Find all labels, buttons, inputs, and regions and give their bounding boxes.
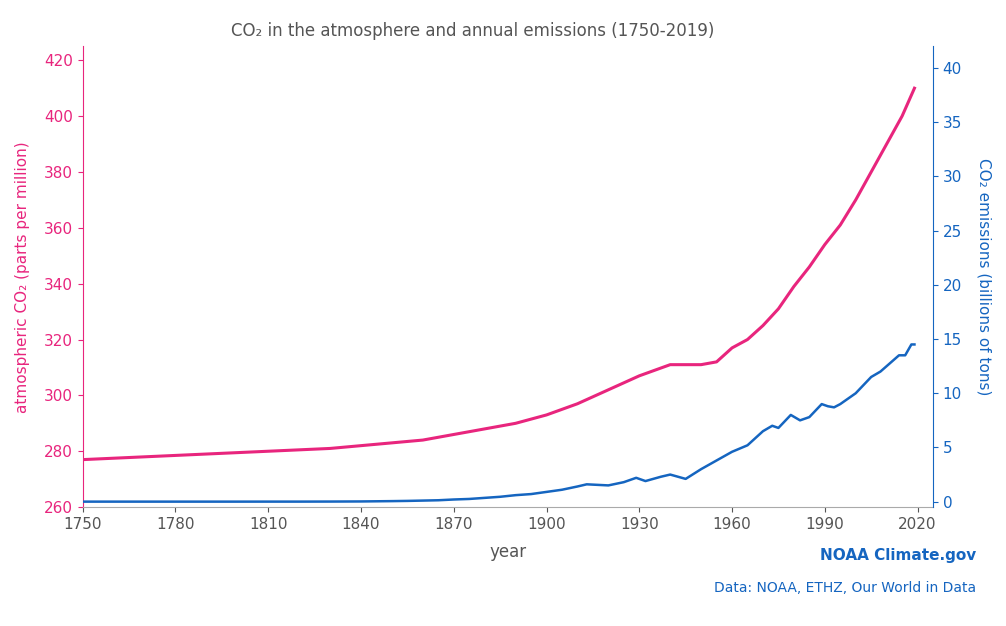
Text: NOAA Climate.gov: NOAA Climate.gov [820,548,976,563]
Y-axis label: atmospheric CO₂ (parts per million): atmospheric CO₂ (parts per million) [15,141,30,413]
X-axis label: year: year [489,543,526,561]
Text: CO₂ in the atmosphere and annual emissions (1750-2019): CO₂ in the atmosphere and annual emissio… [231,22,714,40]
Y-axis label: CO₂ emissions (billions of tons): CO₂ emissions (billions of tons) [976,158,991,396]
Text: Data: NOAA, ETHZ, Our World in Data: Data: NOAA, ETHZ, Our World in Data [713,581,976,595]
